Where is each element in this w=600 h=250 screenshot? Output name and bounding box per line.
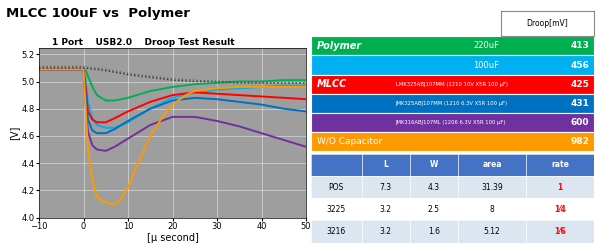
Text: 3225: 3225 <box>326 205 346 214</box>
Text: 31.39: 31.39 <box>481 182 503 192</box>
Text: 100uF: 100uF <box>473 60 499 70</box>
Text: 3.2: 3.2 <box>380 227 392 236</box>
Text: MLCC 100uF vs  Polymer: MLCC 100uF vs Polymer <box>6 8 190 20</box>
Text: 3216: 3216 <box>326 227 346 236</box>
Text: 220uF: 220uF <box>473 41 499 50</box>
Text: W/O Capacitor: W/O Capacitor <box>317 137 382 146</box>
Text: 1⁄6: 1⁄6 <box>554 227 566 236</box>
Text: 7.3: 7.3 <box>380 182 392 192</box>
Text: 431: 431 <box>571 99 589 108</box>
Text: area: area <box>482 160 502 169</box>
Text: W: W <box>430 160 438 169</box>
Text: 5.12: 5.12 <box>484 227 500 236</box>
Text: 425: 425 <box>571 80 589 89</box>
Text: 456: 456 <box>571 60 589 70</box>
Text: POS: POS <box>329 182 344 192</box>
Text: 1 Port    USB2.0    Droop Test Result: 1 Port USB2.0 Droop Test Result <box>52 38 235 47</box>
Text: 4.3: 4.3 <box>428 182 440 192</box>
Y-axis label: [V]: [V] <box>9 125 19 140</box>
Text: JMK316ABJ107ML (1206 6.3V X5R 100 μF): JMK316ABJ107ML (1206 6.3V X5R 100 μF) <box>396 120 506 125</box>
Text: 1⁄4: 1⁄4 <box>554 205 566 214</box>
Text: 413: 413 <box>571 41 589 50</box>
Text: 982: 982 <box>571 137 589 146</box>
Text: 600: 600 <box>571 118 589 127</box>
Text: 3.2: 3.2 <box>380 205 392 214</box>
Text: L: L <box>383 160 388 169</box>
Text: 2.5: 2.5 <box>428 205 440 214</box>
Text: 1.6: 1.6 <box>428 227 440 236</box>
Text: rate: rate <box>551 160 569 169</box>
Text: JMK325ABJ107MM (1210 6.3V X5R 100 μF): JMK325ABJ107MM (1210 6.3V X5R 100 μF) <box>396 101 508 106</box>
X-axis label: [μ second]: [μ second] <box>146 234 199 243</box>
Text: Droop[mV]: Droop[mV] <box>527 19 568 28</box>
Text: LMK325ABJ107MM (1210 10V X5R 100 μF): LMK325ABJ107MM (1210 10V X5R 100 μF) <box>396 82 508 87</box>
Text: Polymer: Polymer <box>317 41 362 51</box>
Text: 1: 1 <box>557 182 563 192</box>
Text: 8: 8 <box>490 205 494 214</box>
Text: MLCC: MLCC <box>317 79 347 89</box>
